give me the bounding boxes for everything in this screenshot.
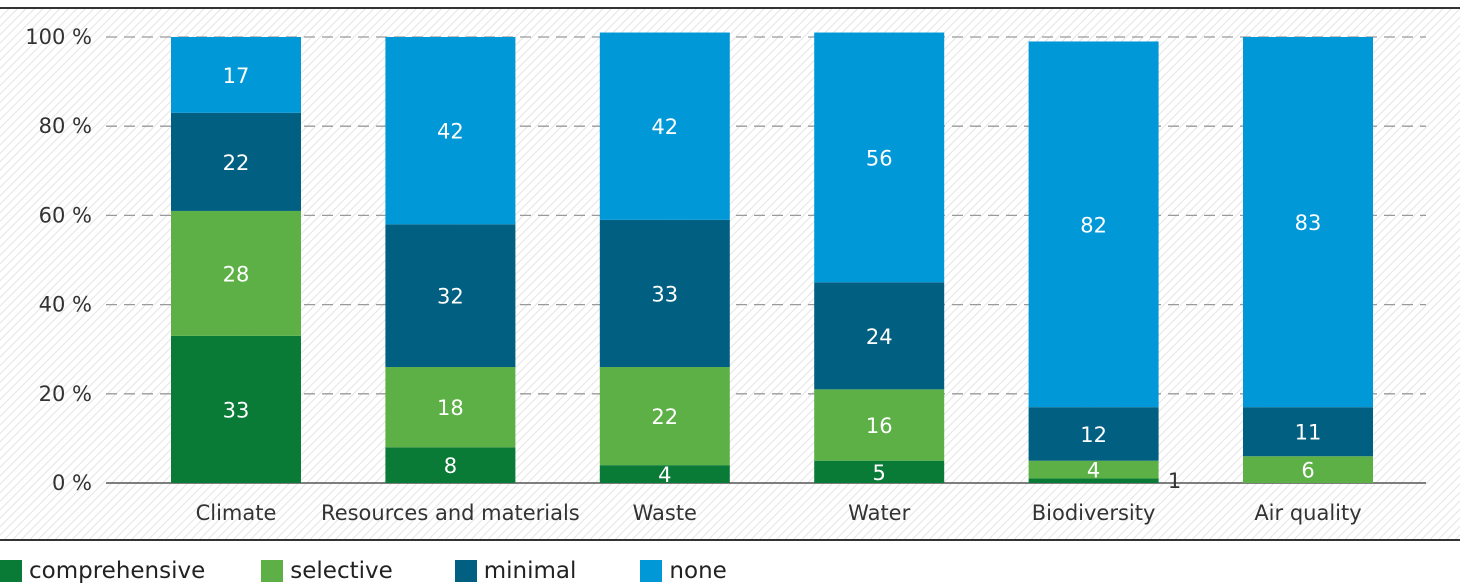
data-label: 5 (873, 461, 886, 485)
legend-label: minimal (483, 558, 577, 584)
bar-segment-none (1028, 41, 1159, 408)
x-tick-label: Waste (633, 501, 697, 525)
legend-label: selective (290, 558, 393, 584)
bar-segment-none (1243, 37, 1373, 408)
y-tick-label: 100 % (25, 25, 92, 49)
bar-segment-selective (171, 210, 301, 336)
bar-segment-minimal (814, 282, 945, 390)
bar-segment-minimal (385, 224, 516, 368)
data-label: 83 (1295, 211, 1322, 235)
data-label: 42 (651, 115, 678, 139)
data-label: 18 (437, 396, 464, 420)
data-label: 33 (651, 282, 678, 306)
data-label: 11 (1295, 421, 1322, 445)
data-label: 28 (223, 262, 250, 286)
legend-swatch (0, 560, 22, 582)
legend-item-minimal: minimal (454, 558, 577, 584)
data-label: 33 (223, 398, 250, 422)
bar-segment-none (814, 32, 945, 283)
data-label: 1 (1168, 469, 1181, 493)
stacked-bar-chart: 0 %20 %40 %60 %80 %100 % 332822178183242… (0, 7, 1460, 541)
bar-segment-selective (385, 367, 516, 448)
legend-swatch (640, 560, 663, 582)
x-tick-label: Biodiversity (1032, 501, 1156, 525)
bar-segment-selective (599, 367, 730, 466)
data-label: 32 (437, 285, 464, 309)
y-tick-label: 20 % (39, 382, 92, 406)
y-tick-label: 0 % (52, 471, 92, 495)
data-label: 82 (1080, 213, 1107, 237)
bar-segment-selective (1028, 460, 1159, 479)
data-label: 4 (658, 463, 671, 487)
legend-swatch (454, 560, 477, 582)
bar-segment-none (171, 37, 301, 113)
data-label: 42 (437, 120, 464, 144)
y-tick-label: 60 % (39, 203, 92, 227)
data-label: 12 (1080, 423, 1107, 447)
bar-segment-comprehensive (1028, 478, 1159, 483)
data-label: 16 (866, 414, 893, 438)
legend-item-comprehensive: comprehensive (0, 558, 205, 584)
y-tick-label: 80 % (39, 114, 92, 138)
data-label: 24 (866, 325, 893, 349)
bar-segment-none (385, 37, 516, 225)
bar-segment-minimal (1028, 407, 1159, 461)
bar-segment-comprehensive (385, 447, 516, 483)
legend-label: none (669, 558, 727, 584)
data-label: 4 (1087, 459, 1100, 483)
data-label: 8 (444, 454, 457, 478)
bar-segment-selective (1243, 456, 1373, 483)
data-label: 22 (651, 405, 678, 429)
data-label: 56 (866, 146, 893, 170)
y-tick-label: 40 % (39, 293, 92, 317)
legend-label: comprehensive (29, 558, 206, 584)
legend-swatch (261, 560, 284, 582)
data-label: 17 (223, 64, 250, 88)
x-tick-label: Water (848, 501, 910, 525)
legend: comprehensive selective minimal none (0, 556, 727, 586)
x-tick-label: Air quality (1254, 501, 1361, 525)
x-tick-label: Resources and materials (321, 501, 580, 525)
bar-segment-comprehensive (814, 460, 945, 483)
bar-segment-minimal (599, 219, 730, 368)
bar-segment-none (599, 32, 730, 220)
data-label: 6 (1301, 459, 1314, 483)
bar-segment-comprehensive (599, 465, 730, 483)
legend-item-selective: selective (261, 558, 393, 584)
legend-item-none: none (640, 558, 727, 584)
bar-segment-comprehensive (171, 335, 301, 483)
x-tick-label: Climate (196, 501, 277, 525)
bar-segment-minimal (1243, 407, 1373, 457)
bar-segment-minimal (171, 112, 301, 211)
bar-segment-selective (814, 389, 945, 461)
data-label: 22 (223, 151, 250, 175)
